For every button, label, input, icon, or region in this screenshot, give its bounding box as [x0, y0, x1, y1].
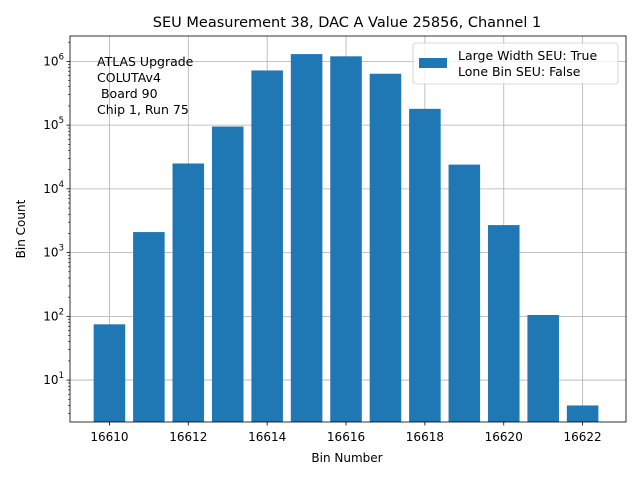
legend-label: Lone Bin SEU: False	[458, 64, 581, 79]
x-tick-label: 16610	[90, 430, 128, 444]
bar-16618	[409, 108, 441, 423]
y-tick-mantissa: 10	[43, 118, 58, 132]
y-tick-mantissa: 10	[43, 182, 58, 196]
x-tick-label: 16612	[169, 430, 207, 444]
y-tick-mantissa: 10	[43, 373, 58, 387]
x-tick-label: 16620	[485, 430, 523, 444]
x-tick-label: 16618	[406, 430, 444, 444]
bar-16610	[93, 324, 126, 422]
x-tick-label: 16616	[327, 430, 365, 444]
y-tick-mantissa: 10	[43, 54, 58, 68]
y-tick-exponent: 6	[59, 52, 64, 62]
bar-16614	[251, 70, 283, 422]
axes: 16610 16612 16614 16616 16618 16620 1662210110…	[43, 35, 627, 444]
bar-16619	[448, 164, 481, 423]
x-tick-label: 16622	[564, 430, 602, 444]
y-tick-label: 104	[43, 180, 64, 196]
bar-16613	[211, 126, 244, 422]
chart-title: SEU Measurement 38, DAC A Value 25856, C…	[153, 15, 541, 31]
legend-swatch	[419, 58, 447, 68]
x-tick-label: 16614	[248, 430, 286, 444]
y-axis-label: Bin Count	[14, 199, 28, 258]
annotation-line: Chip 1, Run 75	[97, 102, 189, 117]
y-tick-label: 105	[43, 116, 64, 132]
bar-16612	[172, 163, 205, 422]
y-tick-exponent: 2	[59, 307, 64, 317]
bar-16622	[566, 405, 599, 422]
bar-16611	[133, 232, 165, 422]
x-axis-label: Bin Number	[311, 451, 382, 465]
bars	[93, 54, 599, 423]
y-tick-exponent: 4	[59, 180, 64, 190]
bar-16616	[330, 56, 362, 422]
y-tick-exponent: 3	[59, 244, 64, 254]
legend-box	[412, 42, 619, 85]
y-tick-exponent: 5	[59, 116, 64, 126]
bar-16621	[527, 314, 559, 422]
annotation-line: Board 90	[97, 86, 158, 101]
y-tick-mantissa: 10	[43, 246, 58, 260]
y-tick-mantissa: 10	[43, 309, 58, 323]
y-tick-label: 102	[43, 307, 64, 323]
annotation-line: COLUTAv4	[97, 70, 161, 85]
y-tick-label: 103	[43, 244, 64, 260]
y-tick-exponent: 1	[59, 371, 64, 381]
y-tick-label: 101	[43, 371, 64, 387]
bar-16620	[487, 225, 520, 422]
legend-label: Large Width SEU: True	[458, 48, 597, 63]
bar-16617	[369, 73, 402, 422]
annotation-line: ATLAS Upgrade	[97, 54, 194, 69]
bar-16615	[290, 54, 323, 423]
plot-frame	[69, 35, 627, 423]
y-tick-label: 106	[43, 52, 64, 68]
